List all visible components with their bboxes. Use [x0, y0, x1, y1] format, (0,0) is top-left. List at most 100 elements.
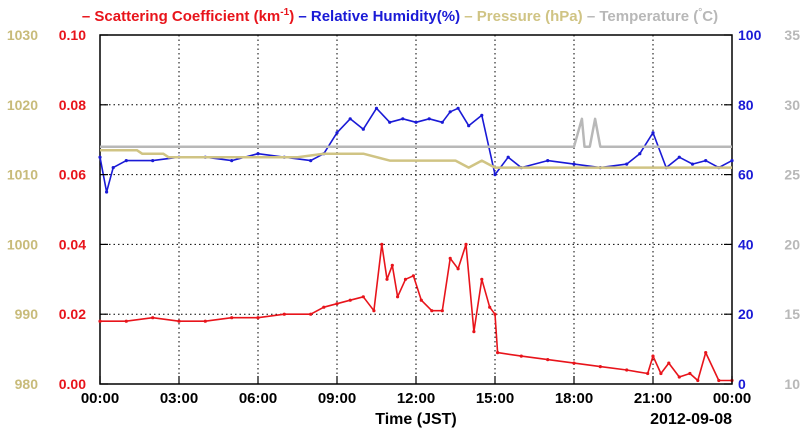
scattering-tick-label-3: 0.06 [59, 167, 86, 183]
series-0-point-19 [411, 274, 415, 278]
series-1-point-39 [730, 159, 734, 163]
series-1-point-26 [506, 155, 510, 159]
series-0-point-30 [496, 351, 500, 355]
series-0-point-39 [667, 361, 671, 365]
series-0-point-29 [493, 312, 497, 316]
legend-dash-0: – [82, 8, 95, 25]
series-0-point-3 [177, 319, 181, 323]
series-0-point-17 [396, 295, 400, 299]
series-1-point-31 [625, 162, 629, 166]
series-0-point-38 [659, 371, 663, 376]
scattering-tick-label-5: 0.10 [59, 27, 86, 43]
pressure-tick-label-1: 990 [15, 306, 39, 322]
x-tick-label-5: 15:00 [476, 390, 514, 407]
series-1-point-32 [638, 152, 642, 156]
series-0-point-22 [440, 309, 444, 313]
series-1-point-20 [440, 120, 444, 124]
legend-entry-2: Pressure (hPa) [477, 8, 583, 25]
series-1-point-1 [105, 190, 109, 194]
x-tick-label-8: 00:00 [713, 390, 751, 407]
x-tick-label-4: 12:00 [397, 390, 435, 407]
series-0-point-31 [519, 354, 523, 358]
series-1-point-29 [572, 162, 576, 166]
series-0-point-25 [464, 242, 468, 246]
humidity-tick-label-1: 20 [738, 306, 754, 322]
series-0-point-4 [203, 319, 207, 323]
humidity-tick-label-0: 0 [738, 376, 746, 392]
series-1-point-17 [401, 117, 405, 121]
series-0-point-1 [124, 319, 128, 323]
axis-ticks: 00:00 03:00 06:00 09:00 12:00 15:00 18:00 21:00… [7, 27, 800, 407]
series-0-point-16 [390, 263, 394, 267]
gridlines [100, 35, 732, 384]
series-0-point-21 [430, 309, 434, 313]
legend-dash-3: – [583, 8, 600, 25]
series-0-point-40 [677, 375, 681, 379]
series-layer [98, 106, 734, 383]
series-0-point-41 [688, 371, 692, 376]
humidity-tick-label-2: 40 [738, 236, 754, 252]
scattering-tick-label-0: 0.00 [59, 376, 86, 392]
series-1-point-7 [230, 159, 234, 163]
series-0-point-43 [704, 351, 708, 355]
series-0-point-37 [651, 354, 655, 358]
series-0-point-8 [309, 312, 313, 316]
scattering-tick-label-2: 0.04 [59, 236, 86, 252]
series-line-3 [100, 117, 732, 148]
series-0-point-32 [546, 358, 550, 362]
temperature-tick-label-4: 30 [784, 97, 800, 113]
series-1-point-25 [493, 173, 497, 177]
series-1-point-2 [111, 166, 115, 170]
series-0-point-18 [403, 277, 408, 281]
series-1-point-24 [480, 113, 484, 117]
series-line-2 [100, 148, 732, 169]
legend-close-3: C) [702, 8, 718, 25]
legend-close-0: ) [289, 8, 294, 25]
x-tick-label-7: 21:00 [634, 390, 672, 407]
humidity-tick-label-4: 80 [738, 97, 754, 113]
series-0-point-33 [572, 361, 576, 365]
temperature-tick-label-0: 10 [784, 376, 800, 392]
pressure-tick-label-3: 1010 [7, 167, 38, 183]
series-1-point-18 [414, 120, 418, 124]
chart-legend: – Scattering Coefficient (km-1) – Relati… [82, 7, 718, 25]
series-0-point-26 [472, 330, 476, 334]
series-1-point-10 [309, 159, 313, 163]
series-0-point-35 [625, 368, 629, 372]
series-1-point-8 [256, 152, 260, 156]
legend-superscript-0: -1 [280, 7, 289, 18]
series-line-1 [99, 107, 733, 193]
series-0-point-12 [361, 295, 365, 299]
series-0-point-5 [230, 316, 234, 320]
series-0-point-28 [488, 305, 492, 309]
scattering-tick-label-1: 0.02 [59, 306, 86, 322]
series-0-point-27 [480, 277, 484, 281]
pressure-tick-label-0: 980 [15, 376, 39, 392]
legend-entry-0: Scattering Coefficient (km [94, 8, 280, 25]
temperature-tick-label-3: 25 [784, 167, 800, 183]
pressure-tick-label-5: 1030 [7, 27, 38, 43]
x-tick-label-1: 03:00 [160, 390, 198, 407]
series-0-point-6 [256, 316, 260, 320]
series-1-point-21 [448, 110, 452, 114]
x-tick-label-6: 18:00 [555, 390, 593, 407]
series-1-point-0 [98, 155, 102, 159]
x-axis-title: Time (JST) [375, 411, 457, 428]
series-1-point-4 [151, 159, 155, 163]
series-0-point-7 [282, 312, 286, 316]
legend-superscript-3: ° [698, 7, 702, 18]
series-0-point-9 [322, 305, 326, 309]
plot-area [99, 34, 733, 385]
x-tick-label-3: 09:00 [318, 390, 356, 407]
series-1-point-35 [677, 155, 681, 159]
series-0-point-11 [348, 298, 352, 302]
series-0-point-23 [448, 256, 452, 260]
series-0-point-24 [456, 267, 460, 271]
pressure-tick-label-2: 1000 [7, 236, 38, 252]
temperature-tick-label-1: 15 [784, 306, 800, 322]
series-1-point-23 [467, 124, 471, 128]
series-1-point-33 [651, 131, 655, 135]
series-1-point-3 [124, 159, 128, 163]
x-tick-label-2: 06:00 [239, 390, 277, 407]
series-1-point-13 [348, 117, 352, 121]
